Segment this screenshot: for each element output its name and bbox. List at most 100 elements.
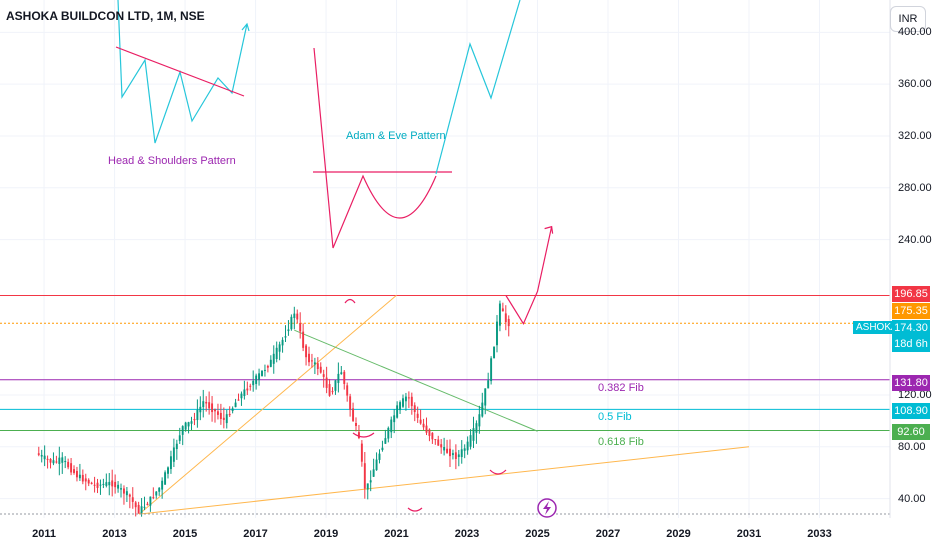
- candle-body: [263, 369, 266, 371]
- candle-body: [346, 385, 349, 396]
- candle-body: [205, 401, 208, 404]
- candle-body: [117, 484, 120, 489]
- candle-body: [81, 474, 84, 482]
- candle-body: [258, 373, 261, 380]
- candle-body: [249, 385, 252, 387]
- candle-body: [272, 353, 275, 364]
- candle-body: [446, 448, 449, 453]
- candle-body: [372, 469, 375, 477]
- lightning-icon[interactable]: [537, 498, 557, 518]
- pivot-arc: [352, 432, 375, 438]
- trendlines: [138, 294, 750, 515]
- time-tick-label: 2021: [384, 528, 409, 540]
- candle-body: [146, 503, 149, 506]
- candle-body: [158, 487, 161, 492]
- candle-body: [363, 463, 366, 489]
- fib-382-price-badge: 131.80: [892, 375, 930, 391]
- candle-body: [219, 412, 222, 419]
- price-tick-label: 400.00: [898, 26, 932, 39]
- head-shoulders-neckline: [115, 46, 245, 97]
- candles: [37, 300, 510, 517]
- candle-body: [498, 303, 501, 326]
- candle-body: [266, 365, 269, 368]
- candle-body: [393, 415, 396, 423]
- candle-body: [46, 458, 49, 460]
- candle-body: [67, 461, 70, 468]
- time-tick-label: 2011: [32, 528, 56, 540]
- pattern-drawings: [115, 0, 554, 512]
- candle-body: [319, 366, 322, 373]
- candle-body: [504, 313, 507, 323]
- candle-body: [140, 506, 143, 514]
- candle-body: [73, 469, 75, 473]
- candle-body: [402, 398, 404, 407]
- candle-body: [261, 370, 263, 376]
- candle-body: [425, 425, 428, 433]
- current-price-badge: 174.30: [892, 320, 930, 336]
- candle-body: [375, 459, 378, 471]
- candle-body: [108, 481, 111, 486]
- candle-body: [243, 389, 246, 396]
- candle-body: [496, 321, 498, 346]
- candle-body: [493, 346, 496, 359]
- projection-arrow: [544, 225, 554, 234]
- adam-eve-sketch: [313, 47, 437, 249]
- candle-body: [349, 396, 352, 410]
- resistance-price-badge: 196.85: [892, 286, 930, 302]
- candle-body: [296, 313, 299, 320]
- candle-body: [469, 435, 472, 447]
- price-tick-label: 360.00: [898, 78, 932, 91]
- time-tick-label: 2015: [172, 528, 198, 540]
- candle-body: [352, 408, 355, 421]
- candle-body: [449, 448, 451, 457]
- candle-body: [131, 497, 134, 502]
- candle-body: [281, 339, 284, 346]
- candle-body: [378, 453, 381, 460]
- candle-body: [231, 408, 234, 412]
- candle-body: [460, 449, 463, 458]
- candle-body: [175, 443, 178, 450]
- candle-body: [410, 396, 413, 407]
- candle-body: [284, 336, 287, 338]
- candle-body: [225, 414, 228, 424]
- candle-body: [355, 423, 357, 426]
- candle-body: [190, 421, 193, 424]
- candle-body: [443, 447, 446, 451]
- candle-body: [457, 454, 460, 458]
- candle-body: [390, 419, 393, 433]
- candle-body: [366, 483, 369, 490]
- trendline: [294, 329, 538, 432]
- price-tick-label: 320.00: [898, 129, 932, 142]
- time-tick-label: 2029: [666, 528, 691, 540]
- candle-body: [208, 402, 211, 409]
- candle-body: [322, 374, 325, 377]
- candle-body: [328, 384, 331, 396]
- projection-line: [505, 226, 553, 326]
- candle-body: [507, 318, 510, 327]
- time-tick-label: 2031: [736, 528, 762, 540]
- candle-body: [290, 316, 293, 330]
- pivot-arc: [344, 298, 356, 304]
- candle-body: [275, 347, 278, 360]
- candle-body: [122, 488, 125, 494]
- time-tick-label: 2013: [102, 528, 127, 540]
- candle-body: [155, 491, 158, 496]
- candle-body: [178, 435, 181, 441]
- candle-body: [216, 411, 219, 415]
- candle-body: [55, 461, 58, 463]
- candle-body: [308, 353, 310, 363]
- candle-body: [387, 427, 390, 439]
- candle-body: [419, 419, 422, 424]
- candle-body: [78, 474, 81, 479]
- candle-body: [87, 479, 90, 484]
- candle-body: [287, 329, 290, 332]
- candle-body: [161, 480, 164, 490]
- candle-body: [478, 414, 481, 427]
- currency-button[interactable]: INR: [890, 6, 926, 32]
- price-tick-label: 40.00: [898, 492, 926, 505]
- dotted-price-badge: 175.35: [892, 303, 930, 319]
- time-tick-label: 2027: [595, 528, 621, 540]
- candle-body: [234, 402, 237, 408]
- candle-body: [49, 458, 52, 463]
